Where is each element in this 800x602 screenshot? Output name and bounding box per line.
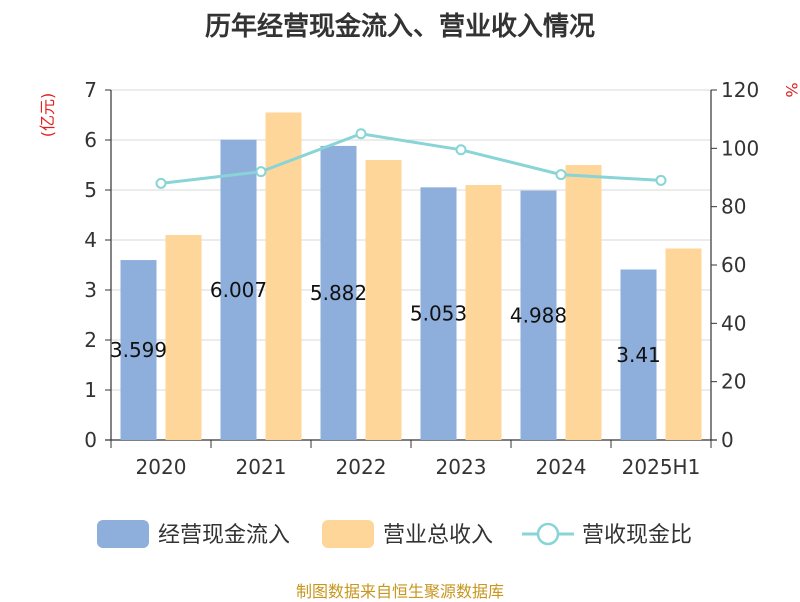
- cash-inflow-bar: [420, 187, 457, 440]
- x-tick-label: 2022: [336, 455, 387, 479]
- legend-swatch-cash-inflow: [97, 520, 149, 548]
- left-tick-label: 4: [84, 228, 97, 252]
- revenue-bar: [665, 248, 702, 440]
- right-tick-label: 40: [721, 311, 746, 335]
- cash-inflow-data-label: 4.988: [510, 303, 567, 327]
- right-tick-label: 20: [721, 370, 746, 394]
- chart-svg: 0 1 2 3 4 5 6 7 0 20 40 60 80 100 120 (亿元)% 2020 2021 2022…: [38, 78, 800, 548]
- left-tick-label: 5: [84, 178, 97, 202]
- ratio-point: [155, 177, 167, 189]
- left-tick-label: 2: [84, 328, 97, 352]
- x-tick-label: 2023: [436, 455, 487, 479]
- left-tick-label: 0: [84, 428, 97, 452]
- x-tick-label: 2025H1: [622, 455, 701, 479]
- left-axis-unit: (亿元): [38, 93, 57, 138]
- x-tick-label: 2024: [536, 455, 587, 479]
- ratio-point: [555, 169, 567, 181]
- ratio-point: [455, 144, 467, 156]
- legend-swatch-ratio-marker: [536, 522, 560, 546]
- right-tick-label: 100: [721, 136, 759, 160]
- cash-inflow-bar: [520, 190, 557, 440]
- left-tick-label: 6: [84, 128, 97, 152]
- legend-label-revenue: 营业总收入: [383, 523, 493, 548]
- revenue-bar: [565, 165, 602, 440]
- right-tick-label: 80: [721, 195, 746, 219]
- revenue-bar: [165, 235, 202, 440]
- right-tick-label: 120: [721, 78, 759, 102]
- cash-inflow-data-label: 5.053: [410, 302, 467, 326]
- legend-label-cash-inflow: 经营现金流入: [158, 523, 290, 548]
- legend-label-ratio: 营收现金比: [582, 523, 692, 548]
- revenue-bar: [365, 160, 402, 440]
- right-tick-label: 60: [721, 253, 746, 277]
- left-tick-label: 3: [84, 278, 97, 302]
- left-tick-label: 1: [84, 378, 97, 402]
- revenue-bar: [465, 185, 502, 440]
- cash-inflow-bar: [220, 139, 257, 440]
- x-tick-label: 2020: [136, 455, 187, 479]
- source-note: 制图数据来自恒生聚源数据库: [295, 582, 504, 601]
- ratio-point: [255, 166, 267, 178]
- cash-inflow-data-label: 3.41: [616, 343, 661, 367]
- ratio-point: [655, 174, 667, 186]
- cash-inflow-data-label: 3.599: [110, 338, 167, 362]
- cash-inflow-bar: [620, 269, 657, 440]
- right-axis-unit: %: [782, 82, 800, 97]
- right-tick-label: 0: [721, 428, 734, 452]
- left-tick-label: 7: [84, 78, 97, 102]
- x-tick-label: 2021: [236, 455, 287, 479]
- ratio-point: [355, 128, 367, 140]
- cash-inflow-bar: [320, 145, 357, 440]
- legend-swatch-revenue: [322, 520, 374, 548]
- cash-inflow-data-label: 5.882: [310, 281, 367, 305]
- cash-inflow-data-label: 6.007: [210, 278, 267, 302]
- cash-inflow-bar: [120, 260, 157, 440]
- ratio-line: [160, 132, 662, 185]
- chart-title: 历年经营现金流入、营业收入情况: [204, 12, 595, 42]
